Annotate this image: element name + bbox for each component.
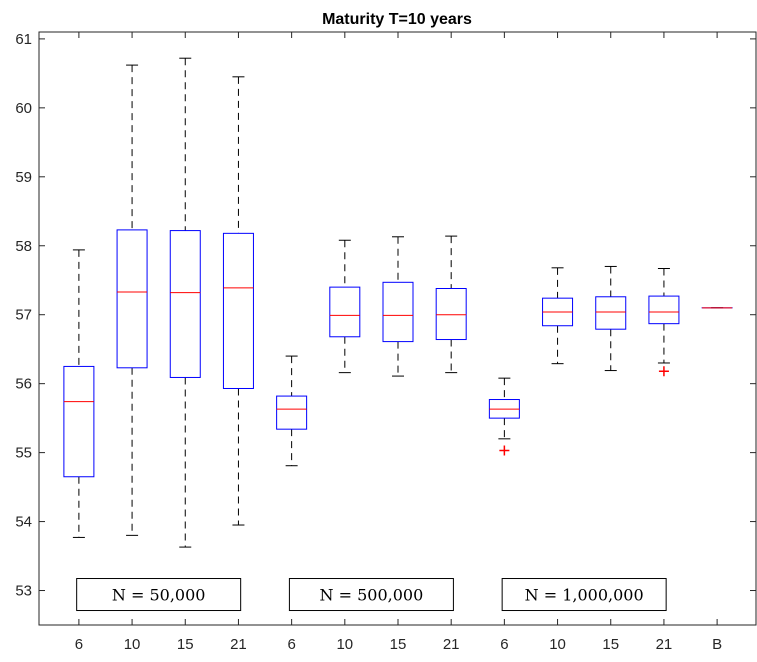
box [649,269,679,377]
interquartile-box [649,296,679,324]
y-tick-label: 58 [15,238,32,255]
y-tick-label: 56 [15,376,32,393]
box [117,65,147,535]
box [596,266,626,370]
x-tick-label: 6 [75,636,83,653]
x-tick-label: 21 [443,636,460,653]
y-tick-labels: 53 54 55 56 57 58 59 60 61 [15,31,32,600]
interquartile-box [117,230,147,368]
box [543,268,573,364]
box [277,356,307,466]
boxes [64,58,732,547]
chart-title: Maturity T=10 years [322,11,472,28]
box [223,77,253,525]
box [383,237,413,376]
outlier-marker [659,366,669,376]
interquartile-box [223,233,253,388]
box [436,236,466,373]
interquartile-box [383,282,413,341]
y-tick-label: 57 [15,307,32,324]
box [170,58,200,547]
sample-size-annotations: N = 50,000 N = 500,000 N = 1,000,000 [77,579,666,611]
interquartile-box [330,287,360,337]
y-tick-label: 55 [15,445,32,462]
x-tick-label: 6 [500,636,508,653]
x-tick-label: 15 [390,636,407,653]
interquartile-box [436,289,466,340]
interquartile-box [596,297,626,329]
axes-frame [39,32,756,625]
y-tick-label: 61 [15,31,32,48]
tick-marks [39,32,756,625]
interquartile-box [277,396,307,429]
x-tick-label: 10 [124,636,141,653]
box [489,378,519,455]
interquartile-box [64,366,94,476]
box [330,240,360,372]
axes [39,32,756,625]
y-tick-label: 54 [15,514,32,531]
x-tick-label: B [712,636,722,653]
y-tick-label: 53 [15,583,32,600]
x-tick-label: 21 [656,636,673,653]
x-tick-label: 15 [177,636,194,653]
x-tick-label: 15 [602,636,619,653]
outlier-marker [499,446,509,456]
y-tick-label: 59 [15,169,32,186]
annotation-text: N = 50,000 [112,586,206,605]
y-tick-label: 60 [15,100,32,117]
x-tick-labels: 6 10 15 21 6 10 15 21 6 10 15 21 B [75,636,722,653]
box [64,250,94,538]
interquartile-box [170,231,200,378]
x-tick-label: 10 [336,636,353,653]
annotation-text: N = 500,000 [320,586,424,605]
x-tick-label: 10 [549,636,566,653]
x-tick-label: 6 [287,636,295,653]
x-tick-label: 21 [230,636,247,653]
annotation-text: N = 1,000,000 [525,586,644,605]
